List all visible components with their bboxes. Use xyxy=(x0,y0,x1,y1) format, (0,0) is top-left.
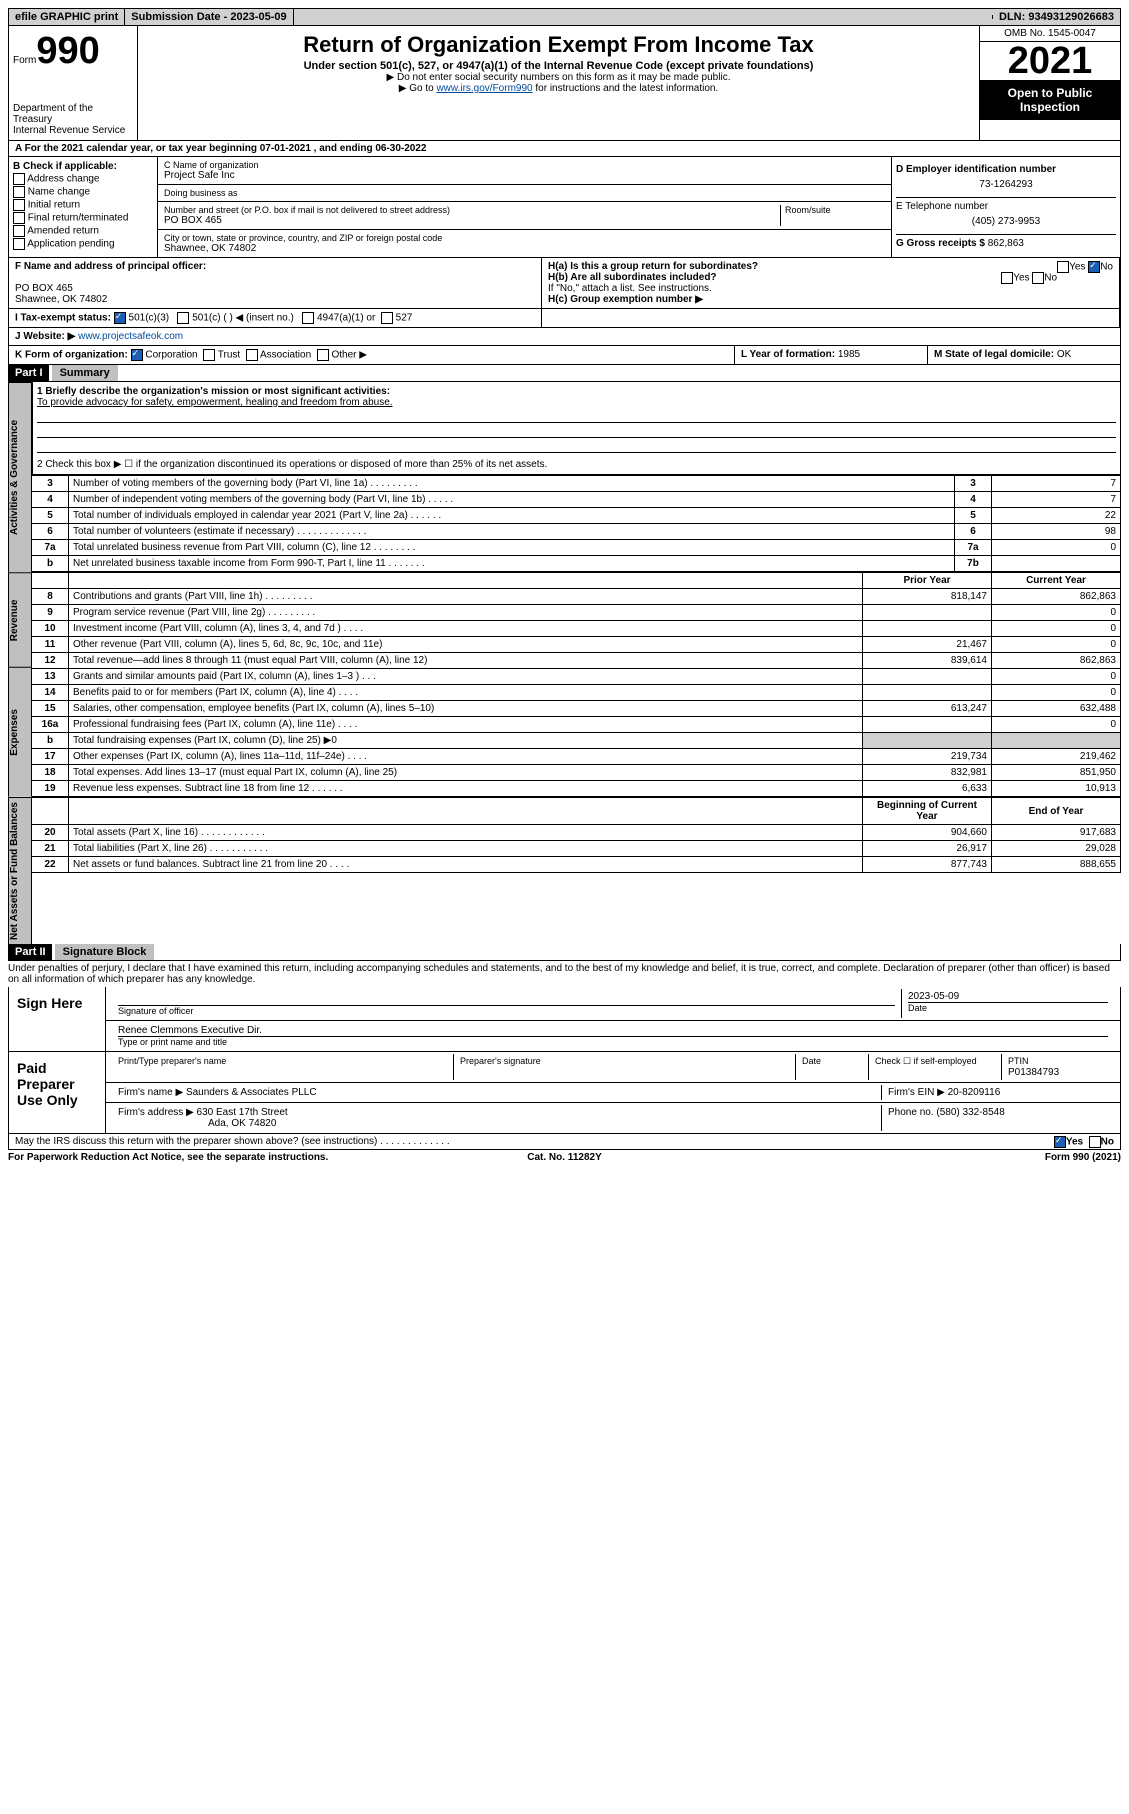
declaration-text: Under penalties of perjury, I declare th… xyxy=(8,961,1121,987)
part-ii-header: Part II Signature Block xyxy=(8,944,1121,961)
row-a-period: A For the 2021 calendar year, or tax yea… xyxy=(8,141,1121,157)
may-irs-discuss: May the IRS discuss this return with the… xyxy=(8,1134,1121,1150)
rows-f-to-m: F Name and address of principal officer:… xyxy=(8,258,1121,365)
lines-8-19: Prior YearCurrent Year 8Contributions an… xyxy=(32,572,1121,797)
colb-opt-3[interactable]: Final return/terminated xyxy=(13,212,153,224)
corp-checkbox[interactable] xyxy=(131,349,143,361)
lines-20-22: Beginning of Current YearEnd of Year 20T… xyxy=(32,797,1121,873)
colb-opt-1[interactable]: Name change xyxy=(13,186,153,198)
discuss-yes-checkbox[interactable] xyxy=(1054,1136,1066,1148)
col-c: C Name of organization Project Safe Inc … xyxy=(158,157,892,257)
colb-opt-5[interactable]: Application pending xyxy=(13,238,153,250)
form-number: 990 xyxy=(36,30,99,72)
lines-3-7: 3Number of voting members of the governi… xyxy=(32,475,1121,572)
tax-year: 2021 xyxy=(980,42,1120,80)
top-bar: efile GRAPHIC print Submission Date - 20… xyxy=(8,8,1121,26)
501c3-checkbox[interactable] xyxy=(114,312,126,324)
part-i-body: Activities & Governance 1 Briefly descri… xyxy=(8,382,1121,572)
colb-opt-0[interactable]: Address change xyxy=(13,173,153,185)
discuss-no-checkbox[interactable] xyxy=(1089,1136,1101,1148)
efile-label: efile GRAPHIC print xyxy=(9,9,125,25)
form-title: Return of Organization Exempt From Incom… xyxy=(142,32,975,58)
form-header: Form990 Department of the Treasury Inter… xyxy=(8,26,1121,141)
dln-cell: DLN: 93493129026683 xyxy=(993,9,1120,25)
colb-opt-2[interactable]: Initial return xyxy=(13,199,153,211)
ha-yes-checkbox[interactable] xyxy=(1057,261,1069,273)
submission-cell: Submission Date - 2023-05-09 xyxy=(125,9,293,25)
footer: For Paperwork Reduction Act Notice, see … xyxy=(8,1150,1121,1165)
colb-opt-4[interactable]: Amended return xyxy=(13,225,153,237)
signature-block: Sign Here Signature of officer 2023-05-0… xyxy=(8,987,1121,1134)
hb-yes-checkbox[interactable] xyxy=(1001,272,1013,284)
part-i-header: Part I Summary xyxy=(8,365,1121,382)
col-b: B Check if applicable: Address change Na… xyxy=(9,157,158,257)
website-link[interactable]: www.projectsafeok.com xyxy=(78,331,183,342)
section-bcd: B Check if applicable: Address change Na… xyxy=(8,157,1121,258)
instructions-link[interactable]: www.irs.gov/Form990 xyxy=(436,83,532,94)
col-deg: D Employer identification number 73-1264… xyxy=(892,157,1120,257)
hb-no-checkbox[interactable] xyxy=(1032,272,1044,284)
ha-no-checkbox[interactable] xyxy=(1088,261,1100,273)
